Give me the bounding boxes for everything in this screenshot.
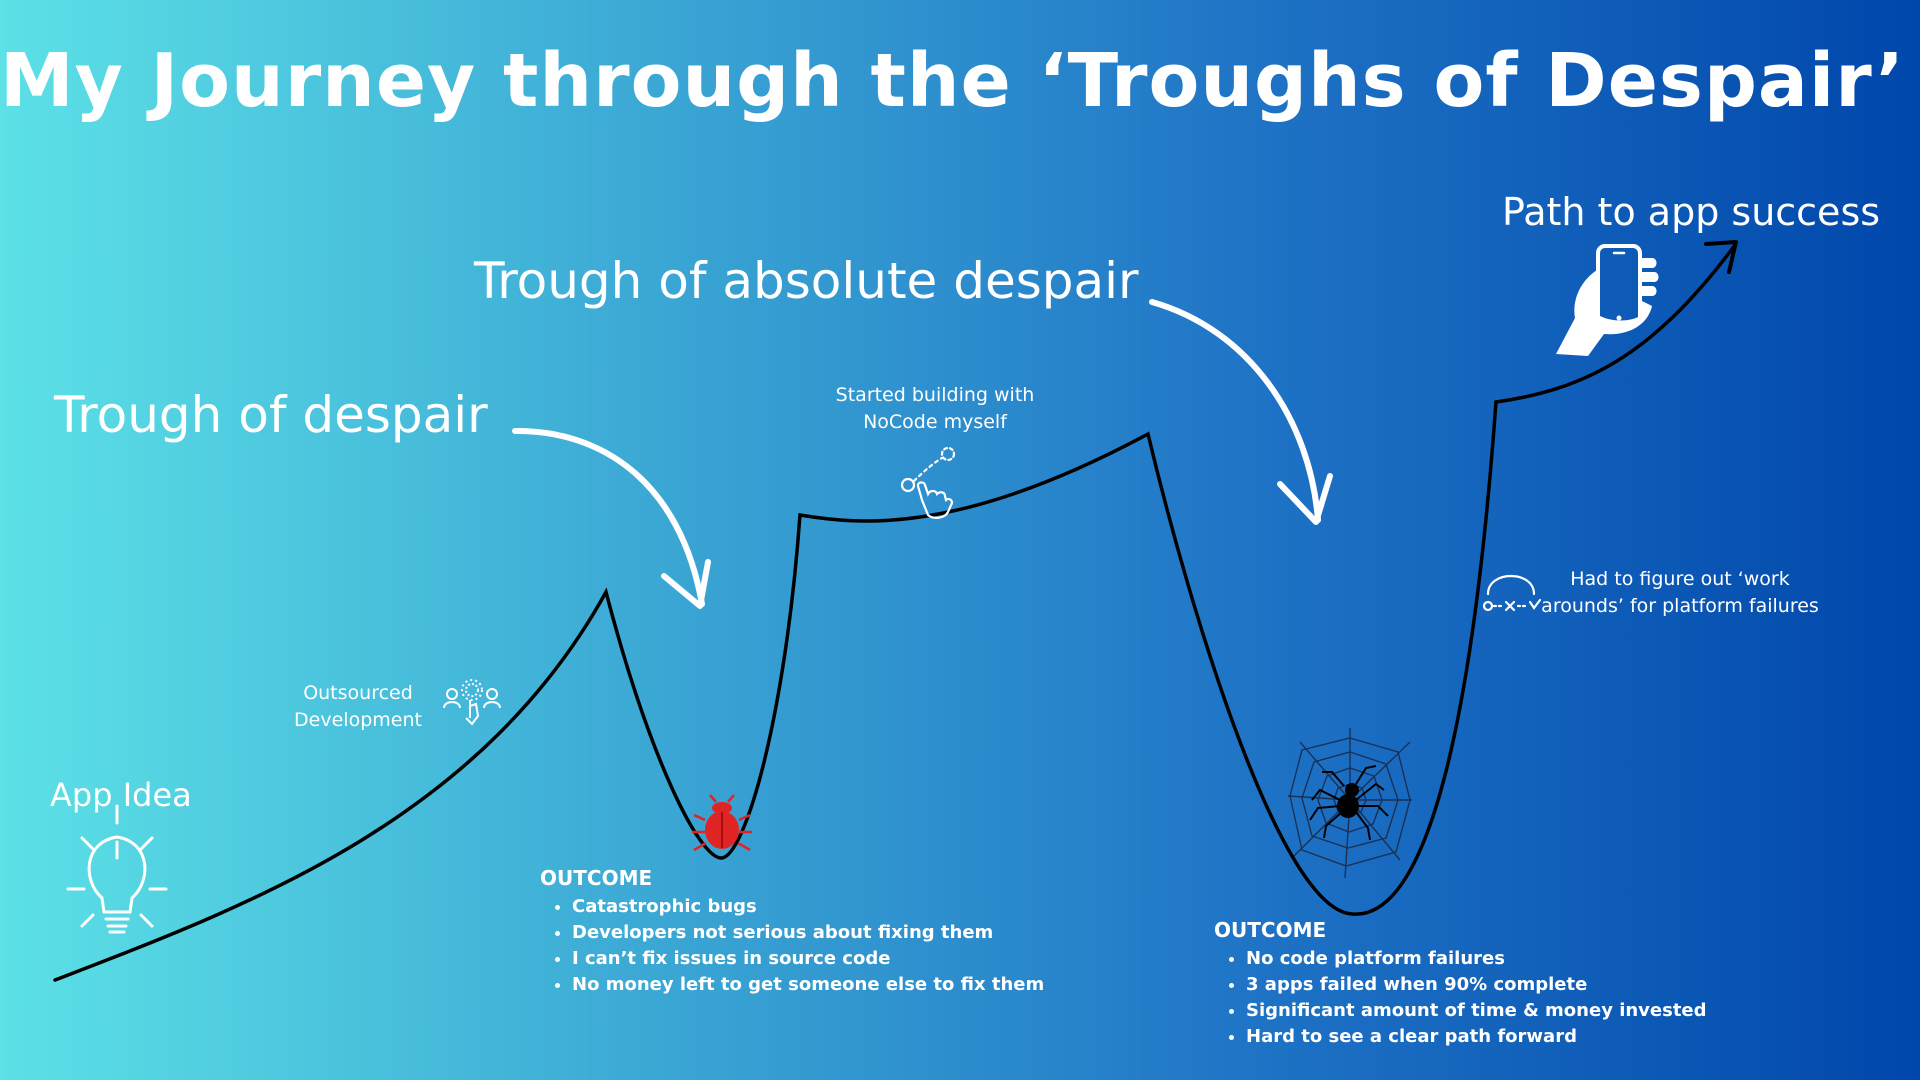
trough-of-absolute-despair-label: Trough of absolute despair [474, 252, 1139, 310]
workarounds-label: Had to figure out ‘work arounds’ for pla… [1530, 566, 1830, 620]
outcome-item: 3 apps failed when 90% complete [1246, 972, 1707, 998]
outcome-item: Developers not serious about fixing them [572, 920, 1044, 946]
gesture-icon [900, 446, 956, 519]
nocode-label: Started building with NoCode myself [800, 382, 1070, 436]
workaround-icon [1482, 574, 1542, 612]
nocode-line2: NoCode myself [863, 411, 1007, 433]
outcome-heading: OUTCOME [540, 866, 653, 890]
arrow-trough-despair-head [661, 559, 711, 609]
outcome-item: Catastrophic bugs [572, 894, 1044, 920]
outcome-item: No code platform failures [1246, 946, 1707, 972]
outcome-list: No code platform failures 3 apps failed … [1214, 946, 1707, 1050]
bug-icon [692, 794, 752, 852]
outcome-item: Hard to see a clear path forward [1246, 1024, 1707, 1050]
lightbulb-icon [66, 804, 168, 934]
journey-curve [53, 243, 1737, 982]
page-title: My Journey through the ‘Troughs of Despa… [0, 38, 1905, 124]
outcome-block-2: OUTCOME No code platform failures 3 apps… [1214, 918, 1707, 1050]
hand-phone-icon [1556, 244, 1659, 356]
arrow-trough-despair [512, 427, 705, 607]
outcome-list: Catastrophic bugs Developers not serious… [540, 894, 1044, 998]
curve-arrowhead [1704, 240, 1738, 274]
spider-icon [1309, 765, 1389, 841]
outcome-heading: OUTCOME [1214, 918, 1327, 942]
outsourced-development-label: Outsourced Development [268, 680, 448, 734]
outcome-item: Significant amount of time & money inves… [1246, 998, 1707, 1024]
outsource-team-icon [443, 679, 501, 726]
workarounds-line2: arounds’ for platform failures [1541, 595, 1819, 617]
nocode-line1: Started building with [835, 384, 1035, 406]
arrow-trough-absolute-head [1277, 473, 1333, 525]
outcome-item: No money left to get someone else to fix… [572, 972, 1044, 998]
app-idea-label: App Idea [50, 776, 192, 814]
path-to-app-success-label: Path to app success [1502, 190, 1881, 234]
outsourced-line1: Outsourced [303, 682, 413, 704]
arrow-trough-absolute [1149, 299, 1321, 523]
outcome-block-1: OUTCOME Catastrophic bugs Developers not… [540, 866, 1044, 998]
outsourced-line2: Development [294, 709, 422, 731]
outcome-item: I can’t fix issues in source code [572, 946, 1044, 972]
workarounds-line1: Had to figure out ‘work [1570, 568, 1790, 590]
trough-of-despair-label: Trough of despair [54, 386, 488, 444]
